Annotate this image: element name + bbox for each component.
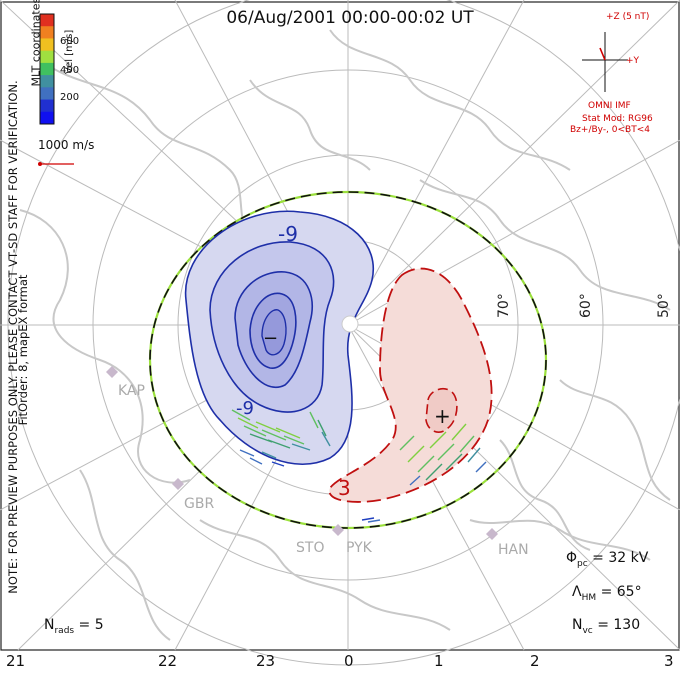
imf-z-label: +Z (5 nT) (606, 12, 650, 22)
imf-condition: Bz+/By-, 0<BT<4 (570, 125, 650, 135)
mlt-tick-1: 1 (434, 652, 444, 670)
contour-label-neg-2: -9 (236, 398, 254, 419)
colorbar-tick-600: 600 (60, 36, 80, 47)
pole-marker (341, 315, 359, 333)
nrads-symbol: N (44, 617, 55, 633)
vector-scale-dot (38, 162, 42, 166)
colorbar-swatch (40, 75, 54, 88)
station-gbr: GBR (184, 496, 215, 512)
colorbar-tick-400: 400 (60, 65, 80, 76)
imf-source: OMNI IMF (588, 101, 631, 111)
nrads-stat: Nrads = 5 (44, 617, 104, 636)
coords-label: MLT coordinates (29, 0, 43, 87)
nvc-sub: vc (582, 625, 593, 636)
lambda-hm-symbol: Λ (572, 584, 582, 600)
lat-label-60: 60° (578, 293, 594, 318)
station-kap: KAP (118, 383, 145, 399)
lambda-hm-value: = 65° (596, 584, 642, 600)
nvc-value: = 130 (592, 617, 641, 633)
mlt-tick-21: 21 (6, 652, 26, 670)
lat-label-50: 50° (656, 293, 672, 318)
negative-potential-cell (184, 210, 375, 465)
colorbar-swatch (40, 38, 54, 52)
phi-pc-symbol: Φ (566, 550, 578, 566)
nvc-symbol: N (572, 617, 583, 633)
contour-label-pos: 3 (338, 476, 351, 500)
potential-max-marker: + (434, 404, 451, 428)
station-pyk: PYK (346, 540, 372, 556)
phi-pc-sub: pc (577, 558, 588, 569)
colorbar-swatch (40, 14, 54, 27)
colorbar-swatch (40, 87, 54, 101)
hm-boundary-dash (149, 191, 547, 529)
velocity-vectors-dawn (231, 409, 331, 467)
lambda-hm-sub: HM (581, 592, 597, 603)
nrads-sub: rads (54, 625, 75, 636)
station-sto: STO (296, 540, 325, 556)
imf-stat-mod: Stat Mod: RG96 (582, 114, 653, 124)
station-markers (106, 366, 498, 540)
colorbar-tick-200: 200 (60, 92, 80, 103)
imf-y-label: +Y (626, 56, 640, 66)
mlt-tick-23: 23 (256, 652, 276, 670)
contour-label-neg: -9 (278, 222, 298, 246)
imf-clock (582, 32, 628, 92)
vector-scale-label: 1000 m/s (38, 138, 95, 152)
colorbar-swatch (40, 62, 54, 76)
mlt-tick-2: 2 (530, 652, 540, 670)
colorbar-frame (39, 13, 55, 125)
velocity-vectors-dusk (361, 423, 487, 523)
phi-pc-stat: Φpc = 32 kV (566, 550, 648, 569)
mlt-tick-22: 22 (158, 652, 178, 670)
lambda-hm-stat: ΛHM = 65° (572, 584, 642, 603)
imf-vector (599, 47, 606, 61)
colorbar-swatch (40, 111, 54, 125)
nrads-value: = 5 (74, 617, 104, 633)
plot-frame (0, 1, 680, 651)
colorbar-swatch (40, 26, 54, 39)
nvc-stat: Nvc = 130 (572, 617, 640, 636)
colorbar-swatch (40, 50, 54, 64)
lat-label-70: 70° (496, 293, 512, 318)
mlt-tick-3: 3 (664, 652, 674, 670)
station-han: HAN (498, 542, 529, 558)
colorbar-swatch (40, 99, 54, 113)
potential-min-marker: − (263, 328, 279, 349)
velocity-colorbar (39, 13, 55, 125)
positive-potential-cell (328, 267, 493, 503)
fit-order-note: FitOrder: 8, mapEX format (16, 274, 30, 426)
mlt-tick-0: 0 (344, 652, 354, 670)
map-title: 06/Aug/2001 00:00-00:02 UT (226, 8, 474, 28)
phi-pc-value: = 32 kV (587, 550, 649, 566)
